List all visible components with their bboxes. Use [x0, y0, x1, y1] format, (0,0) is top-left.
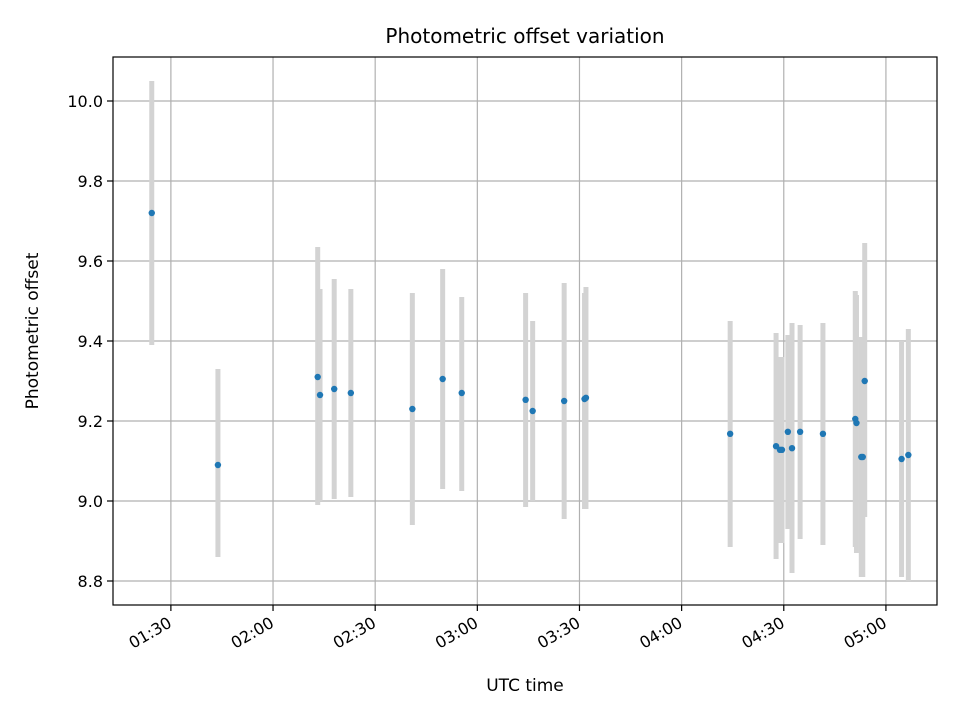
data-point [409, 405, 416, 413]
y-tick-label: 9.6 [78, 252, 103, 271]
data-point [331, 385, 338, 393]
y-tick-label: 10.0 [67, 92, 103, 111]
data-point [778, 446, 786, 453]
y-tick-label: 9.8 [78, 172, 103, 191]
data-point [898, 455, 905, 463]
data-point [314, 373, 321, 381]
data-points [148, 209, 912, 469]
data-point [522, 396, 529, 403]
data-point [214, 461, 222, 469]
data-point [784, 428, 792, 435]
data-point [726, 430, 734, 437]
data-point [853, 419, 860, 427]
plot-frame [112, 56, 938, 606]
data-point [560, 397, 568, 405]
y-tick-label: 9.0 [78, 492, 103, 511]
data-point [582, 394, 590, 401]
y-tick-label: 9.2 [78, 412, 103, 431]
data-point [439, 375, 446, 383]
x-axis-label: UTC time [486, 676, 564, 696]
data-point [148, 209, 155, 217]
data-point [859, 453, 866, 461]
chart-title: Photometric offset variation [385, 24, 664, 48]
data-point [347, 389, 355, 397]
data-point [458, 389, 465, 397]
y-axis-label: Photometric offset [23, 252, 43, 409]
data-point [819, 430, 827, 437]
y-tick-label: 9.4 [78, 332, 103, 351]
data-point [861, 377, 868, 385]
y-tick-label: 8.8 [78, 572, 103, 591]
data-point [905, 451, 912, 459]
data-point [788, 445, 796, 452]
y-axis-ticks: 8.8 9.0 9.2 9.4 9.6 9.8 10.0 [67, 92, 113, 591]
data-point [316, 391, 324, 399]
data-point [529, 407, 536, 415]
grid-lines [113, 57, 937, 605]
data-point [796, 428, 804, 435]
